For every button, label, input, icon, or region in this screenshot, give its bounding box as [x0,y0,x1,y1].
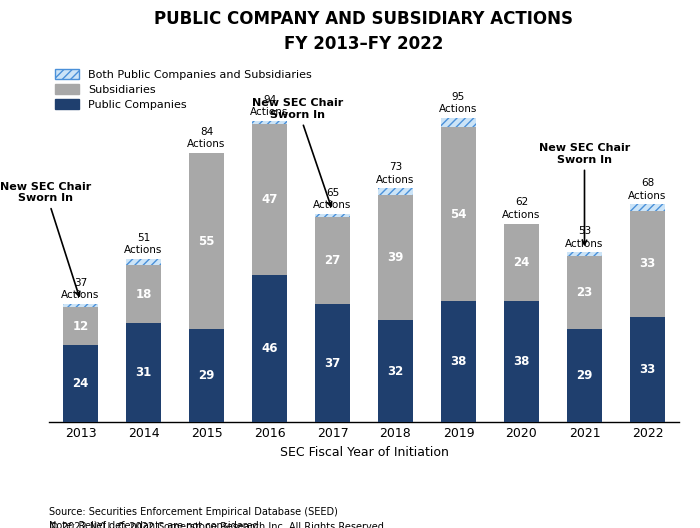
Bar [63,304,98,307]
Text: 47: 47 [261,193,278,206]
Text: 55: 55 [198,235,215,248]
Bar [504,300,539,422]
Text: Source: Securities Enforcement Empirical Database (SEED)
Note: Relief defendants: Source: Securities Enforcement Empirical… [49,507,338,528]
Text: New SEC Chair
Sworn In: New SEC Chair Sworn In [539,143,630,244]
Text: 18: 18 [135,288,152,300]
Text: 24: 24 [513,256,530,269]
Bar [126,259,161,265]
Bar [252,124,287,275]
Bar [441,300,476,422]
Bar [441,127,476,300]
Bar [378,320,413,422]
Text: 33: 33 [639,363,656,376]
Bar [63,345,98,422]
Text: 54: 54 [450,208,467,221]
Text: 39: 39 [387,251,404,264]
Bar [630,317,665,422]
Text: 95
Actions: 95 Actions [440,92,477,114]
Text: 24: 24 [72,378,89,390]
Text: 84
Actions: 84 Actions [188,127,225,149]
Text: 27: 27 [324,254,341,267]
Text: 38: 38 [513,355,530,368]
Bar [441,118,476,127]
Bar [126,323,161,422]
Bar [567,329,602,422]
Text: 23: 23 [576,286,593,299]
Bar [378,195,413,320]
Text: 37
Actions: 37 Actions [62,278,99,300]
Text: 65
Actions: 65 Actions [314,188,351,210]
Bar [567,256,602,329]
Text: 73
Actions: 73 Actions [377,162,414,185]
Bar [315,217,350,304]
Text: 53
Actions: 53 Actions [566,227,603,249]
Bar [252,275,287,422]
Title: PUBLIC COMPANY AND SUBSIDIARY ACTIONS
FY 2013–FY 2022: PUBLIC COMPANY AND SUBSIDIARY ACTIONS FY… [155,11,573,53]
Bar [189,329,224,422]
Bar [126,265,161,323]
Legend: Both Public Companies and Subsidiaries, Subsidiaries, Public Companies: Both Public Companies and Subsidiaries, … [55,69,312,110]
Text: 62
Actions: 62 Actions [503,197,540,220]
Text: New SEC Chair
Sworn In: New SEC Chair Sworn In [252,98,344,206]
Text: 68
Actions: 68 Actions [629,178,666,201]
Text: 32: 32 [387,365,404,378]
Bar [63,307,98,345]
Bar [378,188,413,195]
Bar [252,121,287,124]
Text: 46: 46 [261,342,278,355]
Bar [504,224,539,300]
Text: New SEC Chair
Sworn In: New SEC Chair Sworn In [0,182,92,296]
Text: 29: 29 [198,370,215,382]
Text: 31: 31 [135,366,152,379]
Text: 37: 37 [324,356,341,370]
X-axis label: SEC Fiscal Year of Initiation: SEC Fiscal Year of Initiation [279,446,449,459]
Text: 38: 38 [450,355,467,368]
Bar [630,211,665,317]
Text: 33: 33 [639,257,656,270]
Text: 12: 12 [72,320,89,333]
Bar [630,204,665,211]
Text: 29: 29 [576,370,593,382]
Bar [315,214,350,217]
Text: 94
Actions: 94 Actions [251,95,288,117]
Bar [315,304,350,422]
Text: © 2022 NYU. © 2022 Cornerstone Research Inc. All Rights Reserved.: © 2022 NYU. © 2022 Cornerstone Research … [49,522,387,528]
Bar [189,153,224,329]
Bar [567,252,602,256]
Text: 51
Actions: 51 Actions [125,233,162,255]
